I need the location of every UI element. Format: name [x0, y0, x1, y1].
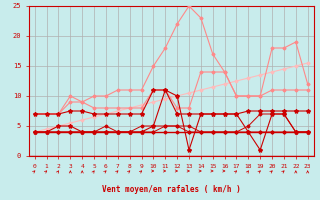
X-axis label: Vent moyen/en rafales ( km/h ): Vent moyen/en rafales ( km/h )	[102, 185, 241, 194]
